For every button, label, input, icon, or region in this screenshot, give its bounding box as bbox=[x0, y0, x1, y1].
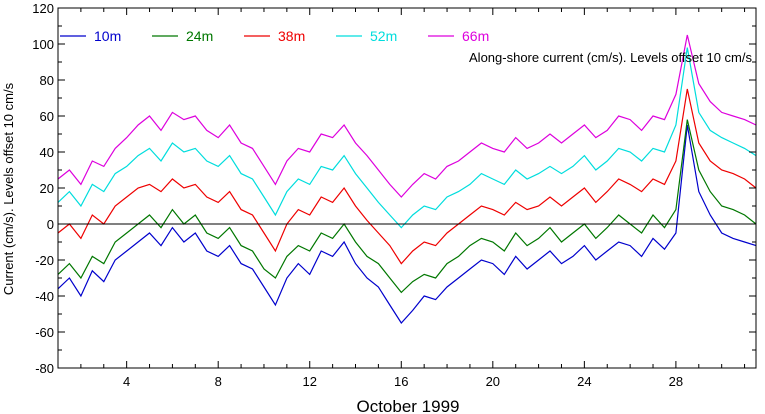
chart-annotation: Along-shore current (cm/s). Levels offse… bbox=[469, 50, 752, 65]
x-tick-label: 16 bbox=[394, 374, 408, 389]
x-tick-label: 20 bbox=[486, 374, 500, 389]
x-axis-label: October 1999 bbox=[356, 397, 459, 414]
y-tick-label: 20 bbox=[40, 181, 54, 196]
y-tick-label: 0 bbox=[47, 217, 54, 232]
y-tick-label: 120 bbox=[32, 1, 54, 16]
series-line-10m bbox=[57, 124, 757, 324]
y-tick-label: 80 bbox=[40, 73, 54, 88]
x-tick-label: 24 bbox=[577, 374, 591, 389]
x-axis: 4 8 12 16 20 24 28 bbox=[57, 8, 746, 389]
y-axis: -80 -60 -40 -20 0 20 40 60 80 100 120 bbox=[32, 1, 756, 376]
x-tick-label: 12 bbox=[303, 374, 317, 389]
series-line-24m bbox=[57, 119, 757, 294]
series-line-38m bbox=[57, 88, 757, 265]
legend-label-66m: 66m bbox=[462, 28, 489, 44]
series-line-66m bbox=[57, 34, 757, 198]
y-tick-label: 100 bbox=[32, 37, 54, 52]
y-tick-label: 60 bbox=[40, 109, 54, 124]
y-tick-label: 40 bbox=[40, 145, 54, 160]
y-tick-label: -40 bbox=[35, 289, 54, 304]
legend-label-10m: 10m bbox=[94, 28, 121, 44]
y-tick-label: -20 bbox=[35, 253, 54, 268]
series-line-52m bbox=[57, 47, 757, 229]
x-tick-label: 28 bbox=[669, 374, 683, 389]
x-tick-label: 4 bbox=[123, 374, 130, 389]
y-axis-label: Current (cm/s). Levels offset 10 cm/s bbox=[1, 82, 16, 295]
legend-label-38m: 38m bbox=[278, 28, 305, 44]
y-tick-label: -60 bbox=[35, 325, 54, 340]
series-layer bbox=[57, 34, 757, 324]
legend-label-52m: 52m bbox=[370, 28, 397, 44]
legend: 10m 24m 38m 52m 66m bbox=[60, 28, 489, 44]
x-tick-label: 8 bbox=[215, 374, 222, 389]
legend-label-24m: 24m bbox=[186, 28, 213, 44]
y-tick-label: -80 bbox=[35, 361, 54, 376]
